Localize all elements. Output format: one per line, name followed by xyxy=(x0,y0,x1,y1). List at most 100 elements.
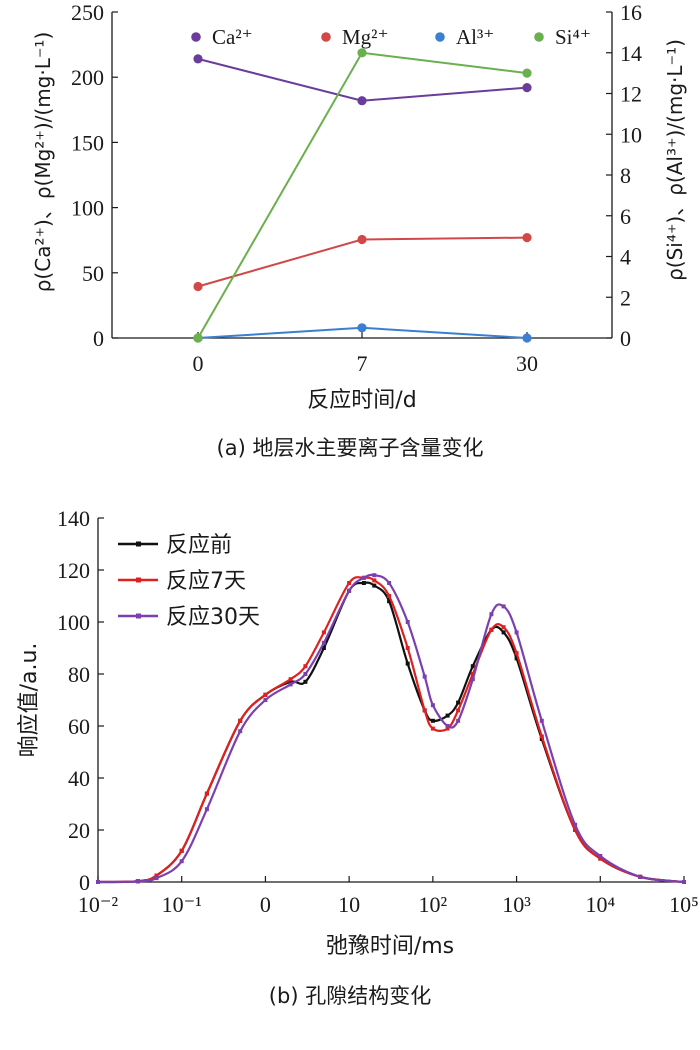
chart-b-point xyxy=(445,724,450,728)
chart-b-x-tick-label: 10⁴ xyxy=(585,892,615,917)
chart-a-legend-marker xyxy=(191,32,201,42)
chart-b-point xyxy=(445,713,450,718)
chart-b-y-tick-label: 40 xyxy=(68,766,90,791)
chart-b-point xyxy=(598,856,603,861)
chart-b-point xyxy=(372,583,377,588)
chart-b-point xyxy=(179,848,184,853)
chart-b-y-tick-label: 0 xyxy=(79,870,90,895)
chart-b-y-tick-label: 20 xyxy=(68,818,90,843)
chart-b-x-tick-label: 10² xyxy=(419,892,448,917)
chart-b-point xyxy=(422,674,427,679)
chart-b-legend-label: 反应30天 xyxy=(166,605,260,630)
chart-b-point xyxy=(135,879,140,884)
chart-b-point xyxy=(514,651,519,656)
chart-b-point xyxy=(430,703,435,708)
chart-b-point xyxy=(470,672,475,676)
chart-b-point xyxy=(445,726,450,731)
chart-b-y-tick-label: 140 xyxy=(57,506,90,531)
chart-b-point xyxy=(238,718,243,723)
chart-b-point xyxy=(288,679,293,684)
chart-b-point xyxy=(321,640,326,645)
chart-a-left-tick-label: 250 xyxy=(71,0,104,25)
chart-b-point xyxy=(303,672,308,676)
chart-b-point xyxy=(361,581,366,585)
chart-a-right-tick-label: 6 xyxy=(620,204,631,229)
chart-b-x-tick-label: 10⁻¹ xyxy=(162,892,202,917)
chart-b-point xyxy=(303,679,308,684)
chart-b-point xyxy=(361,575,366,580)
chart-b-legend-marker xyxy=(136,577,141,583)
chart-a-point xyxy=(522,68,532,78)
chart-a-left-tick-label: 50 xyxy=(82,261,104,286)
chart-b-legend-label: 反应7天 xyxy=(166,569,246,594)
chart-a-point xyxy=(193,54,203,64)
chart-b-x-tick-label: 10 xyxy=(338,892,360,917)
chart-a-right-tick-label: 8 xyxy=(620,163,631,188)
chart-a-x-tick-label: 7 xyxy=(357,351,368,376)
chart-b-point xyxy=(405,646,410,650)
chart-b-point xyxy=(514,630,519,635)
chart-b-point xyxy=(387,599,392,604)
chart-b-ticks: 0 20 40 60 80 100 120 140 10⁻² 10⁻¹ 0 10 10² 10³ 10⁴ 10… xyxy=(57,506,699,917)
chart-b-point xyxy=(238,729,243,734)
chart-b-point xyxy=(489,627,494,632)
chart-b-point xyxy=(154,876,159,881)
chart-b-point xyxy=(321,646,326,650)
chart-b-point xyxy=(405,661,410,666)
chart-a-left-tick-label: 200 xyxy=(71,65,104,90)
chart-a-legend-marker xyxy=(321,32,331,42)
chart-b-point xyxy=(501,604,506,609)
chart-a-legend-marker xyxy=(534,32,544,42)
chart-b-point xyxy=(501,625,506,630)
chart-a-legend: Ca²⁺ Mg²⁺ Al³⁺ Si⁴⁺ xyxy=(191,25,591,49)
chart-b-caption: (b) 孔隙结构变化 xyxy=(269,984,431,1008)
chart-b-point xyxy=(179,859,184,864)
chart-b-point xyxy=(96,880,100,884)
chart-a-point xyxy=(357,234,367,245)
chart-b-point xyxy=(430,726,435,731)
chart-a-left-tick-label: 0 xyxy=(93,326,104,351)
chart-b-point xyxy=(539,718,544,723)
chart-a-right-tick-label: 14 xyxy=(620,41,642,66)
chart-b-point xyxy=(470,664,475,669)
chart-b-y-tick-label: 80 xyxy=(68,662,90,687)
chart-a-right-tick-label: 10 xyxy=(620,122,642,147)
chart-a-right-tick-label: 0 xyxy=(620,326,631,351)
chart-a-series xyxy=(193,48,532,343)
chart-b-legend-marker xyxy=(136,613,141,619)
chart-b-y-tick-label: 100 xyxy=(57,610,90,635)
chart-a-series-line xyxy=(197,51,528,339)
chart-b-point xyxy=(321,630,326,635)
chart-b-point xyxy=(682,880,686,884)
chart-b: 0 20 40 60 80 100 120 140 10⁻² 10⁻¹ 0 10 10² 10³ 10⁴ 10… xyxy=(17,506,699,1008)
chart-b-point xyxy=(372,573,377,578)
chart-b-point xyxy=(539,734,544,739)
chart-b-x-tick-label: 10⁵ xyxy=(669,892,699,917)
chart-a-x-label: 反应时间/d xyxy=(307,388,416,413)
chart-a-x-tick-label: 0 xyxy=(193,351,204,376)
chart-b-x-tick-label: 10⁻² xyxy=(78,892,119,917)
chart-b-x-tick-label: 0 xyxy=(260,892,271,917)
chart-a-caption: (a) 地层水主要离子含量变化 xyxy=(217,436,484,460)
chart-b-series-line xyxy=(97,573,685,884)
chart-a-ticks: 0 50 100 150 200 250 0 2 4 6 8 10 12 14 16 0 7 30 xyxy=(71,0,642,376)
chart-a-right-tick-label: 12 xyxy=(620,82,642,107)
chart-b-point xyxy=(514,656,519,661)
chart-b-point xyxy=(470,677,475,682)
chart-b-point xyxy=(489,612,494,617)
chart-a-point xyxy=(522,233,532,243)
chart-b-point xyxy=(638,874,643,879)
chart-b-legend-marker xyxy=(136,541,141,547)
chart-a-point xyxy=(193,333,203,343)
chart-b-point xyxy=(288,682,293,687)
chart-b-y-tick-label: 60 xyxy=(68,714,90,739)
chart-a-point xyxy=(522,83,532,93)
chart-b-point xyxy=(456,700,461,705)
chart-b-point xyxy=(204,791,209,796)
chart-b-series-line xyxy=(97,576,685,884)
chart-b-point xyxy=(154,873,159,878)
chart-a-series-line xyxy=(197,236,528,288)
chart-b-point xyxy=(456,708,461,713)
